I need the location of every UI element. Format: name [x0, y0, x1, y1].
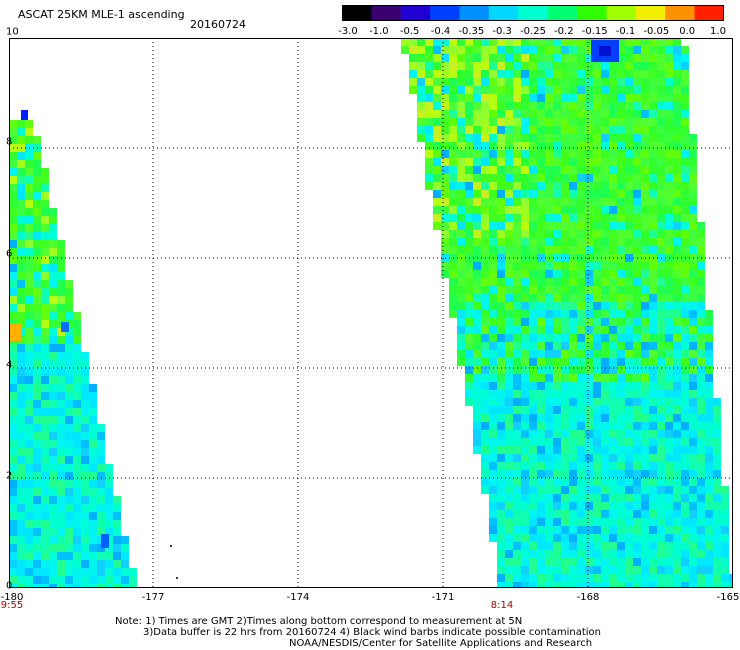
map-plot — [9, 38, 733, 588]
note-line-1: Note: 1) Times are GMT 2)Times along bot… — [115, 616, 523, 627]
x-tick-168: -168 — [576, 592, 600, 603]
x-tick-177: -177 — [141, 592, 165, 603]
colorbar-label: -0.3 — [492, 26, 512, 37]
y-tick-10: 10 — [6, 26, 19, 38]
product-date: 20160724 — [190, 18, 246, 31]
time-left: 9:55 — [0, 600, 24, 611]
colorbar-swatch — [371, 5, 402, 21]
y-tick-6: 6 — [6, 248, 13, 260]
colorbar-label: -0.05 — [643, 26, 670, 37]
x-tick-174: -174 — [286, 592, 310, 603]
y-tick-0: 0 — [6, 580, 13, 592]
product-title: ASCAT 25KM MLE-1 ascending — [18, 8, 185, 21]
colorbar-label: 0.0 — [679, 26, 696, 37]
colorbar-swatch — [606, 5, 637, 21]
x-tick-180: -180 — [0, 592, 24, 603]
lat-lon-grid — [9, 38, 733, 588]
colorbar — [342, 5, 724, 21]
colorbar-swatch — [665, 5, 696, 21]
colorbar-swatch — [635, 5, 666, 21]
colorbar-label: -0.25 — [520, 26, 546, 37]
time-right: 8:14 — [490, 600, 514, 611]
colorbar-label: -0.1 — [615, 26, 636, 37]
colorbar-label: -0.35 — [458, 26, 485, 37]
colorbar-label: -3.0 — [338, 26, 358, 37]
x-tick-165: -165 — [716, 592, 740, 603]
colorbar-label: -1.0 — [369, 26, 389, 37]
y-tick-4: 4 — [6, 359, 13, 371]
y-tick-2: 2 — [6, 470, 13, 482]
colorbar-swatch — [400, 5, 431, 21]
colorbar-swatch — [518, 5, 549, 21]
note-line-3: NOAA/NESDIS/Center for Satellite Applica… — [289, 638, 593, 649]
x-tick-171: -171 — [431, 592, 455, 603]
colorbar-swatch — [488, 5, 519, 21]
colorbar-label: 1.0 — [710, 26, 726, 37]
colorbar-label: -0.15 — [581, 26, 608, 37]
wind-swath — [9, 38, 733, 588]
colorbar-label: -0.5 — [399, 26, 420, 37]
colorbar-swatch — [577, 5, 607, 21]
colorbar-swatch — [342, 5, 372, 21]
colorbar-swatch — [547, 5, 578, 21]
colorbar-swatch — [694, 5, 724, 21]
colorbar-label: -0.4 — [430, 26, 451, 37]
note-line-2: 3)Data buffer is 22 hrs from 20160724 4)… — [143, 627, 601, 638]
colorbar-swatch — [430, 5, 461, 21]
y-tick-8: 8 — [6, 136, 13, 148]
colorbar-swatch — [459, 5, 490, 21]
colorbar-label: -0.2 — [554, 26, 574, 37]
